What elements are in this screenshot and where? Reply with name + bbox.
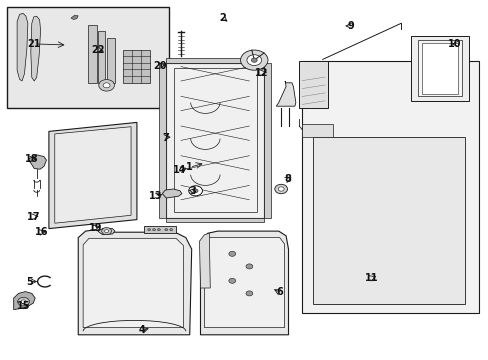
Circle shape bbox=[228, 251, 235, 256]
Text: 20: 20 bbox=[153, 60, 167, 71]
Circle shape bbox=[193, 189, 198, 193]
Circle shape bbox=[245, 264, 252, 269]
Polygon shape bbox=[14, 292, 35, 310]
Text: 1: 1 bbox=[186, 162, 193, 172]
Circle shape bbox=[102, 228, 111, 235]
Text: 11: 11 bbox=[364, 273, 378, 283]
Bar bbox=[264, 63, 271, 218]
Polygon shape bbox=[302, 124, 332, 137]
Text: 10: 10 bbox=[447, 39, 461, 49]
Circle shape bbox=[169, 229, 172, 231]
Circle shape bbox=[104, 230, 108, 233]
Bar bbox=[123, 50, 150, 83]
Text: 15: 15 bbox=[17, 301, 30, 311]
Text: 7: 7 bbox=[162, 132, 168, 143]
Circle shape bbox=[18, 297, 29, 306]
Circle shape bbox=[164, 229, 167, 231]
Polygon shape bbox=[199, 233, 210, 288]
Text: 17: 17 bbox=[26, 212, 40, 222]
Circle shape bbox=[103, 83, 110, 88]
Polygon shape bbox=[166, 63, 264, 218]
Polygon shape bbox=[49, 122, 137, 229]
Text: 9: 9 bbox=[347, 21, 354, 31]
Bar bbox=[144, 226, 176, 233]
Polygon shape bbox=[17, 13, 28, 81]
Bar bbox=[98, 31, 105, 83]
Text: 14: 14 bbox=[173, 165, 186, 175]
Text: 5: 5 bbox=[26, 276, 33, 287]
Circle shape bbox=[274, 184, 287, 194]
Polygon shape bbox=[312, 137, 464, 304]
Text: 4: 4 bbox=[138, 325, 145, 336]
Polygon shape bbox=[55, 127, 131, 223]
Polygon shape bbox=[204, 238, 284, 328]
Polygon shape bbox=[276, 81, 295, 106]
Text: 22: 22 bbox=[91, 45, 104, 55]
Bar bbox=[106, 38, 115, 83]
Polygon shape bbox=[83, 238, 183, 328]
Text: 6: 6 bbox=[276, 287, 283, 297]
Bar bbox=[166, 218, 264, 222]
Text: 16: 16 bbox=[35, 227, 48, 237]
Bar bbox=[7, 7, 168, 108]
Polygon shape bbox=[78, 230, 191, 335]
Circle shape bbox=[278, 187, 284, 191]
Polygon shape bbox=[302, 61, 478, 313]
Circle shape bbox=[251, 58, 257, 62]
Text: 3: 3 bbox=[189, 186, 196, 196]
Circle shape bbox=[157, 229, 160, 231]
Text: 18: 18 bbox=[25, 154, 39, 164]
Circle shape bbox=[188, 186, 202, 196]
Bar bbox=[88, 25, 97, 83]
Polygon shape bbox=[31, 16, 41, 81]
Text: 19: 19 bbox=[88, 222, 102, 233]
Circle shape bbox=[147, 229, 150, 231]
Bar bbox=[421, 43, 457, 94]
Circle shape bbox=[240, 50, 267, 70]
Polygon shape bbox=[71, 15, 78, 19]
Text: 8: 8 bbox=[284, 174, 290, 184]
Circle shape bbox=[21, 300, 26, 303]
Circle shape bbox=[245, 291, 252, 296]
Text: 13: 13 bbox=[148, 191, 162, 201]
Bar bbox=[159, 63, 166, 218]
Bar bbox=[166, 58, 264, 63]
Text: 12: 12 bbox=[255, 68, 268, 78]
Circle shape bbox=[246, 55, 261, 66]
Bar bbox=[410, 36, 468, 101]
Polygon shape bbox=[162, 189, 182, 198]
Circle shape bbox=[152, 229, 155, 231]
Polygon shape bbox=[200, 231, 288, 335]
Text: 21: 21 bbox=[27, 39, 41, 49]
Polygon shape bbox=[28, 155, 46, 169]
Circle shape bbox=[228, 278, 235, 283]
Bar bbox=[417, 40, 461, 96]
Text: 2: 2 bbox=[219, 13, 226, 23]
Circle shape bbox=[99, 80, 114, 91]
Polygon shape bbox=[299, 61, 327, 108]
Polygon shape bbox=[98, 229, 115, 235]
